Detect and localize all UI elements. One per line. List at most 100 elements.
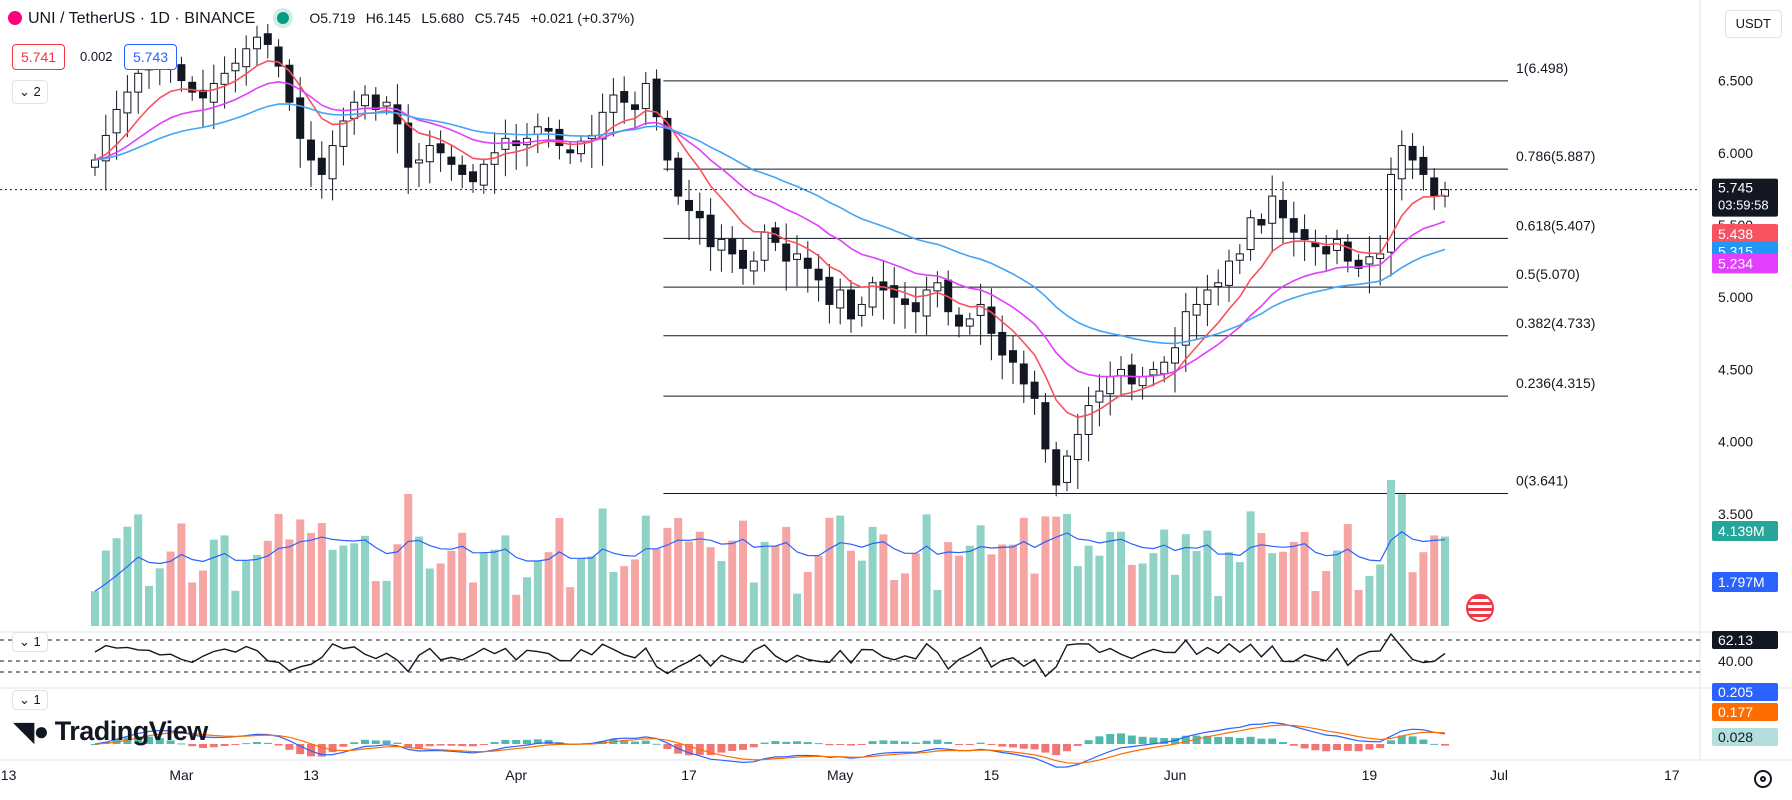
- macd-histogram-bar: [209, 744, 218, 748]
- candle-body: [771, 227, 780, 243]
- macd-histogram-bar: [145, 736, 153, 744]
- fib-level-label: 0.786(5.887): [1516, 148, 1595, 164]
- indicators-collapse-button[interactable]: ⌄ 2: [12, 80, 48, 104]
- candle-body: [123, 91, 132, 114]
- volume-bar: [1257, 532, 1266, 626]
- macd-histogram-bar: [890, 740, 899, 744]
- volume-bar: [1289, 541, 1298, 626]
- volume-bar: [307, 532, 315, 626]
- volume-last-tag: 4.139M: [1718, 523, 1765, 539]
- volume-bar: [523, 577, 531, 626]
- volume-bar: [155, 568, 164, 626]
- volume-bar: [512, 594, 521, 626]
- macd-histogram-bar: [1354, 744, 1363, 752]
- volume-bar: [847, 550, 855, 626]
- ohlc-low: L5.680: [421, 10, 465, 26]
- ema-mid-tag-bg: [1712, 253, 1778, 274]
- macd-histogram-bar: [717, 744, 726, 753]
- volume-bar: [1408, 572, 1417, 626]
- volume-bar: [1419, 552, 1428, 626]
- candle-body: [857, 303, 866, 316]
- currency-button[interactable]: USDT: [1724, 10, 1782, 38]
- candle-body: [890, 285, 899, 298]
- macd-histogram-bar: [1408, 736, 1417, 744]
- volume-bar: [317, 523, 326, 626]
- candle-body: [328, 145, 337, 180]
- us-flag-event-icon[interactable]: [1466, 594, 1494, 622]
- ohlc-close: C5.745: [474, 10, 520, 26]
- volume-bar: [285, 539, 294, 626]
- volume-bar: [123, 526, 132, 626]
- macd-histogram-bar: [631, 741, 639, 744]
- candle-body: [447, 156, 456, 165]
- candle-body: [253, 36, 261, 50]
- volume-bar: [188, 582, 197, 626]
- macd-histogram-bar: [1397, 735, 1406, 744]
- x-tick-label: Mar: [169, 767, 193, 783]
- macd-histogram-bar: [523, 739, 531, 744]
- x-tick-label: 17: [681, 767, 697, 783]
- candle-body: [91, 159, 99, 168]
- volume-bar: [890, 580, 899, 626]
- volume-bar: [220, 535, 229, 626]
- rsi-collapse-button[interactable]: ⌄ 1: [12, 632, 48, 652]
- candle-body: [1376, 253, 1385, 260]
- x-tick-label: 19: [1362, 767, 1378, 783]
- macd-histogram-bar: [1387, 740, 1395, 744]
- macd-histogram-bar: [857, 744, 866, 745]
- macd-histogram-bar: [652, 743, 661, 745]
- candle-body: [1343, 241, 1352, 262]
- volume-bar: [361, 535, 369, 626]
- volume-bar: [976, 525, 985, 626]
- macd-histogram-bar: [123, 737, 132, 744]
- volume-bar: [695, 531, 704, 626]
- volume-bar: [1235, 562, 1244, 626]
- candle-body: [317, 157, 326, 175]
- rsi-length: 1: [33, 634, 41, 649]
- gear-icon[interactable]: [1754, 770, 1772, 788]
- candle-body: [598, 111, 607, 140]
- volume-bar: [793, 593, 801, 626]
- indicators-count: 2: [33, 84, 41, 99]
- volume-bar: [91, 591, 99, 626]
- fib-level-label: 0(3.641): [1516, 473, 1568, 489]
- rsi-value-tag-bg: [1712, 631, 1778, 649]
- candle-body: [1387, 173, 1395, 253]
- candle-body: [814, 268, 823, 281]
- candle-body: [533, 126, 542, 135]
- x-tick-label: 15: [984, 767, 1000, 783]
- candle-body: [1408, 145, 1417, 161]
- macd-histogram-bar: [188, 744, 197, 747]
- macd-histogram-bar: [1289, 744, 1298, 746]
- macd-histogram-bar: [382, 740, 391, 744]
- ema-fast-line: [94, 60, 1446, 419]
- volume-bar: [631, 559, 639, 626]
- candle-body: [1397, 145, 1406, 180]
- candle-body: [544, 128, 553, 132]
- candle-body: [911, 302, 920, 313]
- volume-bar: [1160, 529, 1169, 626]
- macd-histogram-bar: [1203, 735, 1212, 744]
- macd-histogram-bar: [1235, 737, 1244, 744]
- volume-bar: [145, 585, 153, 626]
- volume-bar: [1268, 553, 1277, 626]
- buy-price-button[interactable]: 5.743: [124, 44, 178, 70]
- volume-bar: [728, 540, 737, 626]
- sell-price-button[interactable]: 5.741: [12, 44, 66, 70]
- volume-bar: [544, 552, 553, 626]
- volume-bar: [1311, 590, 1320, 626]
- candle-body: [1030, 381, 1039, 399]
- volume-bar: [825, 517, 834, 626]
- macd-histogram-bar: [155, 738, 164, 744]
- signal-value-tag-bg: [1712, 703, 1778, 721]
- symbol-title[interactable]: UNI / TetherUS · 1D · BINANCE: [28, 10, 256, 27]
- ema-mid-line: [94, 80, 1446, 378]
- volume-bar: [112, 538, 121, 626]
- macd-histogram-bar: [868, 741, 877, 744]
- volume-bar: [501, 535, 510, 626]
- macd-collapse-button[interactable]: ⌄ 1: [12, 690, 48, 710]
- macd-histogram-bar: [685, 744, 693, 756]
- macd-histogram-bar: [1063, 744, 1071, 752]
- macd-histogram-bar: [1333, 744, 1341, 750]
